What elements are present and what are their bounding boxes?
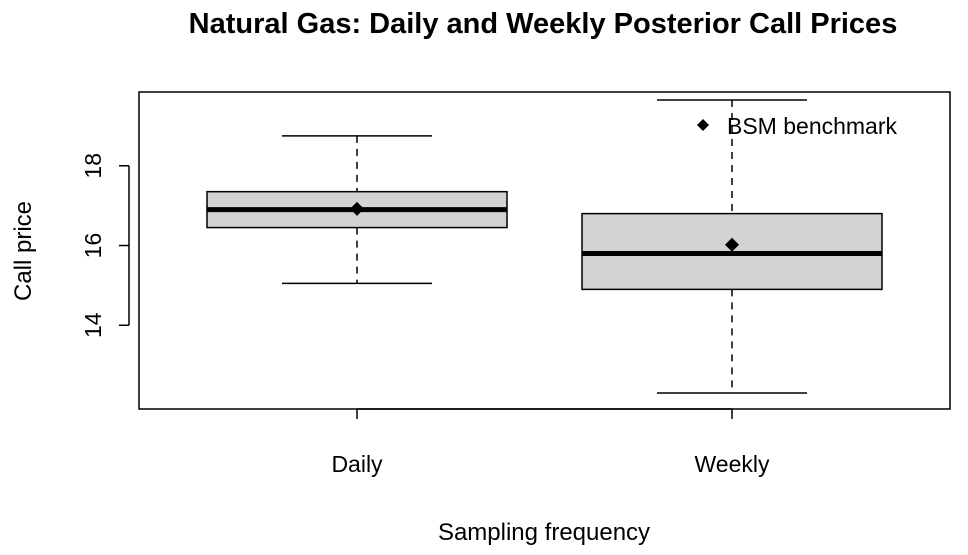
benchmark-points	[350, 201, 739, 252]
y-tick-label: 16	[80, 233, 106, 259]
y-axis: 14 16 18	[80, 153, 130, 338]
legend-diamond-icon	[697, 119, 709, 131]
benchmark-point	[725, 237, 739, 252]
x-axis-label: Sampling frequency	[438, 519, 650, 546]
x-axis: Daily Weekly	[331, 408, 770, 477]
y-tick-label: 14	[80, 312, 106, 338]
benchmark-point	[350, 201, 364, 216]
y-tick-label: 18	[80, 153, 106, 179]
chart-title: Natural Gas: Daily and Weekly Posterior …	[189, 8, 898, 40]
y-axis-label: Call price	[10, 201, 37, 301]
x-tick-label: Daily	[331, 451, 383, 477]
x-tick-label: Weekly	[695, 451, 770, 477]
legend-label: BSM benchmark	[727, 113, 898, 139]
boxes	[206, 99, 883, 394]
legend: BSM benchmark	[697, 113, 898, 139]
